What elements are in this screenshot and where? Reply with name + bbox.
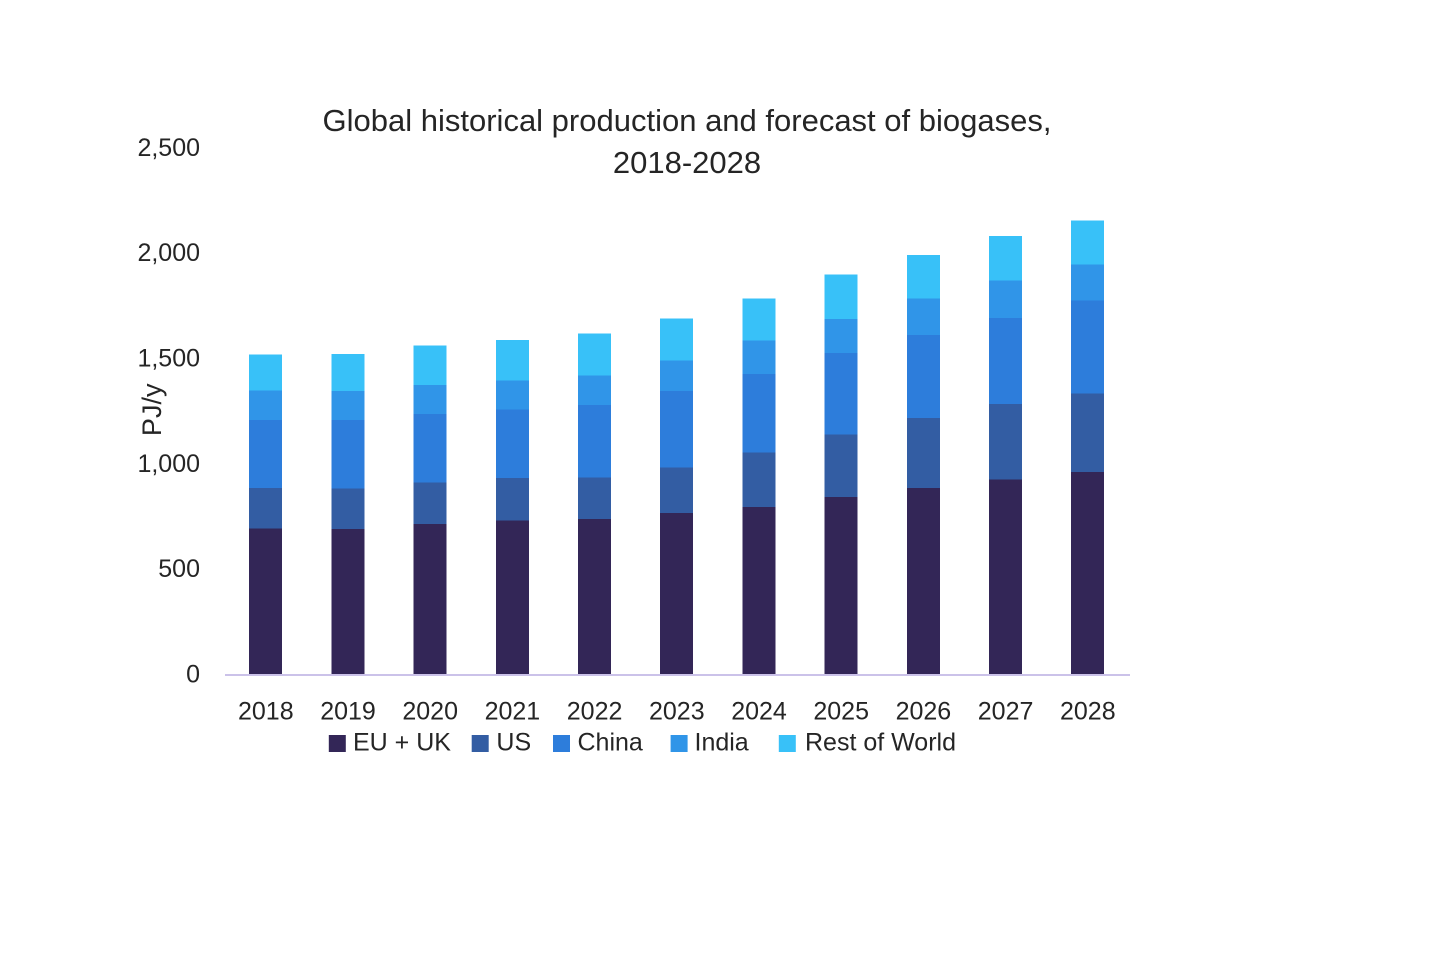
svg-text:2027: 2027 bbox=[978, 698, 1034, 726]
svg-text:India: India bbox=[695, 729, 749, 757]
svg-text:Global historical production a: Global historical production and forecas… bbox=[323, 103, 1052, 138]
svg-text:Rest of World: Rest of World bbox=[805, 729, 956, 757]
svg-text:2018-2028: 2018-2028 bbox=[613, 145, 761, 180]
svg-text:China: China bbox=[578, 729, 643, 757]
svg-text:2023: 2023 bbox=[649, 698, 705, 726]
svg-text:2022: 2022 bbox=[567, 698, 623, 726]
svg-text:2020: 2020 bbox=[402, 698, 458, 726]
svg-text:0: 0 bbox=[186, 661, 200, 689]
svg-text:2025: 2025 bbox=[813, 698, 869, 726]
svg-text:PJ/y: PJ/y bbox=[137, 383, 167, 436]
svg-text:2028: 2028 bbox=[1060, 698, 1116, 726]
svg-text:2024: 2024 bbox=[731, 698, 787, 726]
svg-text:US: US bbox=[496, 729, 531, 757]
svg-text:2019: 2019 bbox=[320, 698, 376, 726]
svg-text:1,000: 1,000 bbox=[137, 450, 200, 478]
svg-text:2026: 2026 bbox=[896, 698, 952, 726]
svg-text:EU + UK: EU + UK bbox=[353, 729, 451, 757]
svg-text:2021: 2021 bbox=[485, 698, 541, 726]
svg-text:2,500: 2,500 bbox=[137, 134, 200, 162]
svg-text:2018: 2018 bbox=[238, 698, 294, 726]
svg-text:2,000: 2,000 bbox=[137, 239, 200, 267]
svg-text:500: 500 bbox=[158, 555, 200, 583]
svg-text:1,500: 1,500 bbox=[137, 345, 200, 373]
